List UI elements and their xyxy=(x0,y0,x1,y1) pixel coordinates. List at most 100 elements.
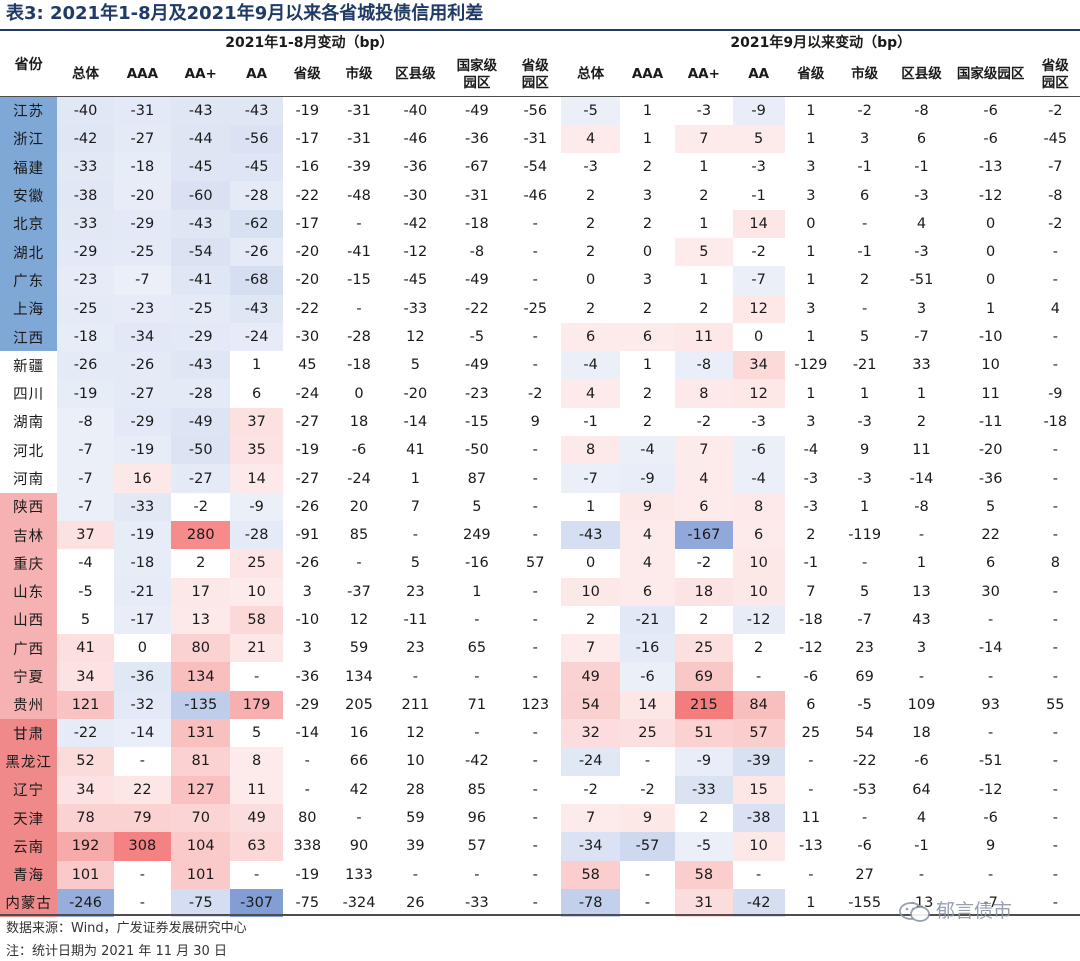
value-cell: 7 xyxy=(806,583,816,600)
table-row: 浙江 -42 -27 -44 -56 -17 -31 -46 -36 -31 4 1 7 5 1 3 6 -6 -4… xyxy=(0,124,1080,154)
value-cell: - xyxy=(1052,357,1058,374)
value-cell: 84 xyxy=(732,690,785,720)
value-cell: 3 xyxy=(806,413,816,430)
value-cell: -8 xyxy=(914,498,929,515)
value-cell: 2 xyxy=(916,413,927,430)
value-cell: -40 xyxy=(57,96,114,125)
value-cell: - xyxy=(474,668,480,685)
value-cell: -9 xyxy=(230,492,283,521)
value-cell: 54 xyxy=(561,690,620,720)
table-row: 河北 -7 -19 -50 35 -19 -6 41 -50-8 -4 7 -6 -4 9 11 -20- xyxy=(0,436,1080,465)
value-cell: 16 xyxy=(349,725,369,742)
value-cell: -43 xyxy=(561,520,620,550)
value-cell: 79 xyxy=(113,803,172,833)
header-province: 省份 xyxy=(0,31,58,97)
table-row: 江苏 -40 -31 -43 -43 -19 -31 -40 -49 -56 -5 1 -3 -9 1 -2-… xyxy=(0,96,1080,125)
value-cell: 37 xyxy=(57,520,114,550)
value-cell: 11 xyxy=(801,810,821,827)
value-cell: - xyxy=(304,753,310,770)
value-cell: -5 xyxy=(78,583,93,600)
value-cell: -5 xyxy=(857,696,872,713)
value-cell: -9 xyxy=(619,464,676,493)
value-cell: 6 xyxy=(916,130,927,147)
value-cell: 6 xyxy=(986,555,996,572)
value-cell: -31 xyxy=(113,96,172,125)
table-row: 甘肃 -22 -14 131 5 -14 16 12- -32 25 51 57 25 54 18- - xyxy=(0,719,1080,748)
value-cell: -67 xyxy=(464,159,489,176)
value-cell: - xyxy=(532,215,538,232)
value-cell: -2 xyxy=(1048,215,1063,232)
col-header: AA xyxy=(732,53,785,97)
value-cell: -22 xyxy=(295,187,320,204)
value-cell: 1 xyxy=(806,244,816,261)
value-cell: 66 xyxy=(349,753,369,770)
value-cell: 59 xyxy=(406,810,425,827)
value-cell: 7 xyxy=(561,803,620,833)
value-cell: -6 xyxy=(732,436,785,465)
table-row: 广西 41 0 80 21 3 59 23 65 - 7 -16 25 2 -12 23 3 -14 - xyxy=(0,634,1080,663)
value-cell: -28 xyxy=(230,520,283,550)
value-cell: -7 xyxy=(57,492,114,521)
value-cell: 2 xyxy=(699,187,709,204)
value-cell: 57 xyxy=(526,555,545,572)
value-cell: 3 xyxy=(806,300,816,317)
value-cell: -75 xyxy=(171,888,231,918)
table-row: 广东 -23 -7 -41 -68 -20 -15 -45 -49-0 3 1 -7 1 2 -51 0- xyxy=(0,266,1080,295)
value-cell: 4 xyxy=(675,464,733,493)
value-cell: 33 xyxy=(912,357,931,374)
value-cell: -27 xyxy=(295,413,320,430)
value-cell: 0 xyxy=(586,272,596,289)
value-cell: -4 xyxy=(78,555,93,572)
col-header: AAA xyxy=(113,53,172,97)
value-cell: -27 xyxy=(113,124,172,154)
value-cell: -167 xyxy=(675,520,733,550)
table-row: 福建 -33 -18 -45 -45 -16 -39 -36 -67 -54 -3 2 1 -3 3 -1 -1… xyxy=(0,153,1080,182)
value-cell: 6 xyxy=(732,520,785,550)
value-cell: 12 xyxy=(406,329,425,346)
value-cell: 4 xyxy=(1050,300,1060,317)
col-header: AA+ xyxy=(171,53,231,97)
value-cell: - xyxy=(1052,725,1058,742)
value-cell: 6 xyxy=(619,322,676,352)
col-header: 总体 xyxy=(57,53,114,97)
col-header: 区县级 xyxy=(892,53,951,97)
value-cell: 0 xyxy=(137,640,147,657)
value-cell: 308 xyxy=(113,832,172,861)
value-cell: 4 xyxy=(619,549,676,578)
value-cell: 104 xyxy=(171,832,231,861)
value-cell: 123 xyxy=(521,696,550,713)
table-row: 吉林 37 -19 280 -28 -91 85 - 249 - -43 4 -167 6 2 -119 - 22… xyxy=(0,520,1080,550)
province-cell: 内蒙古 xyxy=(0,888,58,918)
value-cell: - xyxy=(532,470,538,487)
value-cell: -54 xyxy=(171,237,231,267)
value-cell: 96 xyxy=(467,810,487,827)
value-cell: 10 xyxy=(732,549,785,578)
value-cell: -41 xyxy=(347,244,371,261)
value-cell: -14 xyxy=(909,470,934,487)
value-cell: 127 xyxy=(171,775,231,804)
value-cell: -36 xyxy=(295,668,320,685)
value-cell: -307 xyxy=(230,888,283,918)
value-cell: -20 xyxy=(295,244,320,261)
value-cell: - xyxy=(1052,272,1058,289)
value-cell: -6 xyxy=(914,753,929,770)
value-cell: -4 xyxy=(732,464,785,493)
value-cell: - xyxy=(356,300,362,317)
header-group-jan-aug: 2021年1-8月变动（bp） xyxy=(225,35,394,51)
value-cell: -32 xyxy=(113,690,172,720)
value-cell: 101 xyxy=(57,860,114,889)
value-cell: -42 xyxy=(732,888,785,918)
table-row: 湖北 -29 -25 -54 -26 -20 -41 -12 -8-2 0 5 -2 1 -1 -3 0- xyxy=(0,237,1080,267)
value-cell: - xyxy=(532,611,538,628)
col-header: AA+ xyxy=(675,53,733,97)
value-cell: - xyxy=(532,753,538,770)
value-cell: -25 xyxy=(57,294,114,323)
value-cell: -26 xyxy=(57,351,114,380)
province-cell: 重庆 xyxy=(0,549,58,578)
watermark-text: 郁言债市 xyxy=(936,900,1013,922)
value-cell: -19 xyxy=(113,520,172,550)
value-cell: - xyxy=(474,725,480,742)
value-cell: -3 xyxy=(696,102,712,119)
value-cell: - xyxy=(862,300,868,317)
col-header: 省级园区 xyxy=(1030,53,1080,97)
